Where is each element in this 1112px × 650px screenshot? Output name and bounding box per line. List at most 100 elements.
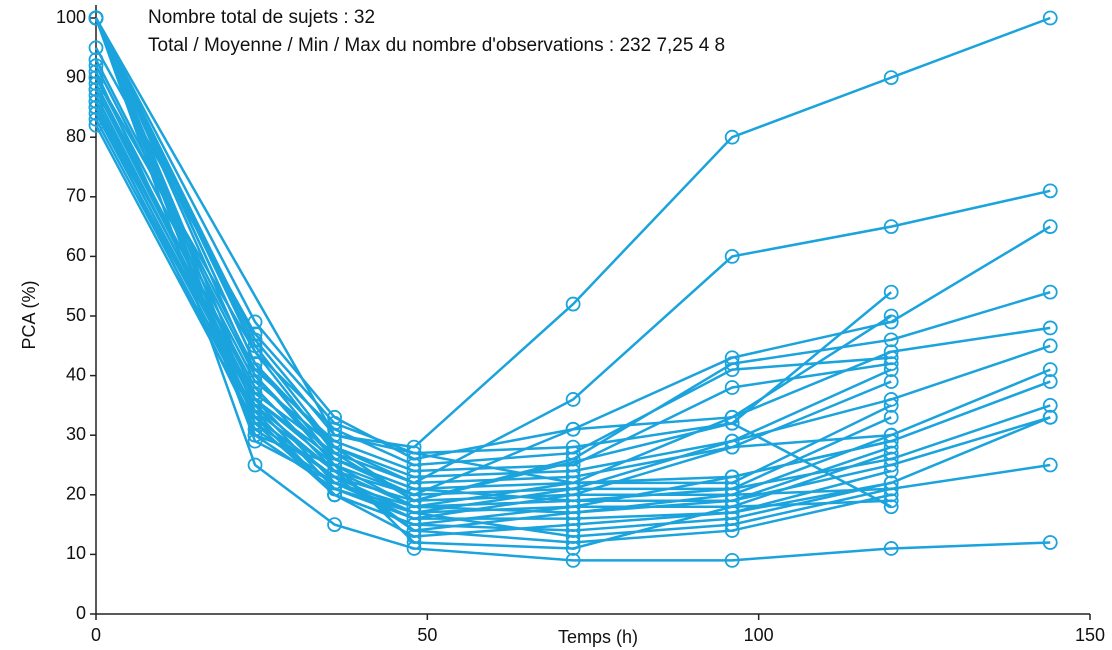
data-point <box>1042 457 1058 473</box>
data-point <box>1042 535 1058 550</box>
data-point <box>724 362 740 378</box>
data-point <box>247 374 263 389</box>
data-point <box>724 350 740 366</box>
series-line <box>94 17 892 508</box>
data-point <box>88 76 104 91</box>
x-axis-label: Temps (h) <box>558 627 638 647</box>
data-point <box>1042 10 1058 26</box>
data-point <box>883 219 899 235</box>
data-point <box>724 499 740 515</box>
data-point <box>327 463 342 479</box>
series-line <box>94 16 1051 449</box>
data-point <box>565 445 581 461</box>
data-point <box>565 481 581 497</box>
data-point <box>88 10 104 26</box>
data-point <box>565 457 581 473</box>
data-point <box>406 439 422 455</box>
data-point <box>327 517 342 532</box>
data-point <box>406 481 422 497</box>
data-point <box>406 541 422 556</box>
data-point <box>883 541 899 556</box>
annotation: Total / Moyenne / Min / Max du nombre d'… <box>148 35 725 56</box>
data-point <box>724 523 740 538</box>
data-point <box>88 58 104 74</box>
data-point <box>247 409 263 425</box>
data-point <box>88 105 104 121</box>
series-line <box>94 17 1051 503</box>
data-point <box>247 332 263 348</box>
data-point <box>406 469 422 485</box>
data-point <box>406 499 422 515</box>
data-point <box>565 296 581 312</box>
data-point <box>724 433 740 449</box>
data-point <box>883 397 899 413</box>
data-point <box>724 505 740 521</box>
series-line <box>94 17 892 467</box>
data-point <box>1042 362 1058 378</box>
data-point <box>1042 338 1058 354</box>
data-point <box>327 433 342 449</box>
data-point <box>88 117 104 133</box>
data-point <box>724 493 740 509</box>
data-point <box>247 386 263 401</box>
data-point <box>327 451 342 467</box>
data-point <box>327 457 342 473</box>
data-point <box>724 409 740 425</box>
data-point <box>406 517 422 532</box>
data-point <box>565 552 581 568</box>
x-tick-label: 150 <box>1075 625 1105 645</box>
data-point <box>565 475 581 491</box>
data-point <box>88 111 104 127</box>
data-point <box>565 439 581 455</box>
data-point <box>327 409 342 425</box>
y-tick-label: 50 <box>66 305 86 325</box>
data-point <box>883 481 899 497</box>
data-point <box>724 469 740 485</box>
data-point <box>327 415 342 431</box>
data-point <box>406 463 422 479</box>
data-point <box>247 427 263 443</box>
data-point <box>1042 397 1058 413</box>
data-point <box>883 344 899 360</box>
data-point <box>88 64 104 80</box>
data-point <box>88 52 104 68</box>
data-point <box>247 362 263 378</box>
data-point <box>1042 183 1058 199</box>
data-point <box>406 529 422 544</box>
data-point <box>247 421 263 437</box>
data-point <box>883 463 899 479</box>
data-point <box>883 451 899 467</box>
data-point <box>406 511 422 527</box>
data-point <box>406 487 422 503</box>
data-point <box>327 469 342 485</box>
data-point <box>565 517 581 532</box>
data-point <box>724 248 740 264</box>
data-point <box>724 552 740 568</box>
y-tick-label: 30 <box>66 424 86 444</box>
series-line <box>94 17 1051 562</box>
data-point <box>724 511 740 527</box>
data-point <box>406 451 422 467</box>
data-point <box>565 487 581 503</box>
data-point <box>724 129 740 145</box>
data-point <box>406 493 422 509</box>
data-point <box>88 82 104 97</box>
data-point <box>88 88 104 103</box>
data-point <box>406 445 422 461</box>
data-point <box>1042 284 1058 300</box>
data-point <box>327 481 342 497</box>
data-point <box>883 475 899 491</box>
data-point <box>883 350 899 366</box>
data-point <box>565 493 581 509</box>
series-line <box>94 94 892 497</box>
data-point <box>247 392 263 407</box>
data-point <box>327 421 342 437</box>
data-point <box>327 445 342 461</box>
y-tick-label: 60 <box>66 245 86 265</box>
data-point <box>327 487 342 503</box>
data-point <box>883 284 899 300</box>
data-point <box>1042 409 1058 425</box>
series-line <box>94 17 892 461</box>
data-point <box>247 368 263 384</box>
data-point <box>883 409 899 425</box>
